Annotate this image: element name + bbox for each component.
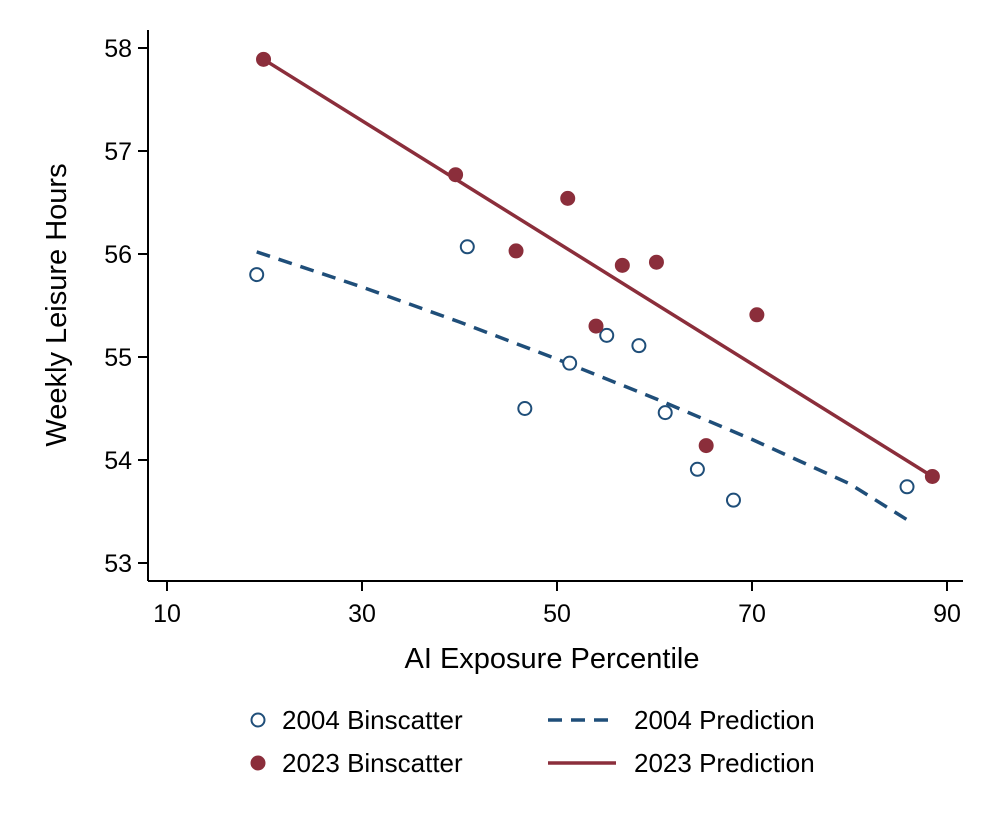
point-2004 — [631, 338, 647, 354]
point-2023 — [508, 243, 524, 259]
point-2004 — [899, 479, 915, 495]
y-ticks: 53 54 55 56 57 58 — [104, 35, 148, 578]
point-2023 — [698, 438, 714, 454]
binscatter-points — [249, 51, 940, 508]
point-2023 — [749, 307, 765, 323]
y-tick-label: 53 — [104, 550, 132, 578]
x-tick-label: 90 — [933, 600, 961, 628]
y-tick-label: 55 — [104, 344, 132, 372]
legend-marker — [250, 755, 266, 771]
legend-label: 2023 Binscatter — [282, 748, 463, 778]
point-2023 — [648, 254, 664, 270]
y-tick-label: 58 — [104, 35, 132, 63]
point-2023 — [924, 468, 940, 484]
point-2004 — [599, 327, 615, 343]
x-ticks: 10 30 50 70 90 — [153, 581, 961, 628]
legend-label: 2023 Prediction — [634, 748, 815, 778]
y-tick-label: 56 — [104, 241, 132, 269]
point-2004 — [517, 401, 533, 416]
x-tick-label: 70 — [738, 600, 766, 628]
legend-label: 2004 Prediction — [634, 705, 815, 735]
point-2023 — [614, 257, 630, 273]
prediction-lines — [256, 57, 934, 522]
point-2004 — [459, 239, 475, 255]
y-tick-label: 57 — [104, 138, 132, 166]
point-2004 — [249, 267, 265, 283]
x-tick-label: 50 — [543, 600, 571, 628]
prediction-line-2023 — [262, 57, 934, 478]
legend-marker — [250, 712, 266, 728]
x-tick-label: 10 — [153, 600, 181, 628]
legend: 2004 Binscatter 2004 Prediction 2023 Binsc… — [250, 705, 815, 778]
point-2023 — [588, 318, 604, 334]
point-2004 — [689, 461, 705, 477]
y-axis-label: Weekly Leisure Hours — [41, 163, 73, 446]
y-tick-label: 54 — [104, 447, 132, 475]
prediction-line-2004 — [256, 250, 908, 522]
point-2023 — [448, 167, 464, 183]
x-axis-label: AI Exposure Percentile — [405, 643, 700, 675]
point-2004 — [562, 355, 578, 371]
point-2004 — [657, 405, 673, 421]
axes — [147, 30, 963, 582]
legend-label: 2004 Binscatter — [282, 705, 463, 735]
point-2023 — [560, 190, 576, 206]
point-2004 — [725, 492, 741, 508]
x-tick-label: 30 — [348, 600, 376, 628]
point-2023 — [256, 51, 272, 67]
